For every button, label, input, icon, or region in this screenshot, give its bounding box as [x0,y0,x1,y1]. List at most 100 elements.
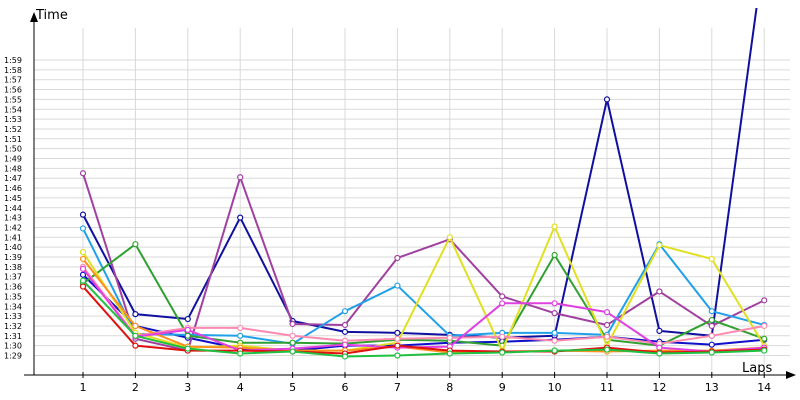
data-point [184,332,191,339]
data-point [656,350,663,357]
data-point [132,332,139,339]
y-tick-label: 1:42 [4,223,22,232]
data-point [761,335,768,342]
data-point [289,320,296,328]
y-tick-label: 1:51 [4,135,22,144]
series-line [82,285,765,355]
data-point [79,283,87,290]
y-tick-label: 1:39 [4,253,22,262]
y-tick-label: 1:32 [4,322,22,331]
series-group [79,8,768,360]
x-tick-label: 1 [80,381,87,394]
y-tick-label: 1:55 [4,95,22,104]
data-point [341,328,349,335]
data-point [446,234,453,241]
y-tick-label: 1:34 [4,302,22,311]
data-point [184,315,191,323]
data-point [551,251,558,259]
data-point [132,342,139,349]
data-point [79,271,87,278]
data-point [656,242,663,249]
series-line [82,227,765,345]
data-point [551,347,558,354]
y-tick-label: 1:47 [4,174,22,183]
data-point [237,332,244,339]
y-tick-label: 1:37 [4,273,22,282]
x-tick-label: 10 [548,381,562,394]
y-tick-label: 1:40 [4,243,22,252]
data-point [708,308,715,315]
data-point [132,241,139,248]
y-tick-label: 1:52 [4,125,22,134]
data-point [79,170,87,177]
data-point [603,309,611,316]
y-axis-title: Time [35,8,68,23]
data-point [79,265,87,272]
y-tick-label: 1:33 [4,312,22,321]
data-point [394,329,401,336]
y-tick-label: 1:36 [4,283,22,292]
data-point [708,332,715,339]
y-tick-label: 1:38 [4,263,22,272]
data-point [603,96,611,103]
data-point [708,322,715,330]
y-tick-label: 1:31 [4,332,22,341]
data-point [289,348,296,355]
x-tick-label: 12 [652,381,666,394]
x-tick-label: 7 [394,381,401,394]
data-point [289,332,296,339]
data-point [551,300,558,307]
data-point [656,327,663,334]
y-tick-label: 1:44 [4,204,22,213]
data-point [551,337,558,344]
data-point [761,322,768,330]
x-tick-label: 3 [184,381,191,394]
data-point [708,255,715,263]
grid [34,28,790,375]
data-point [237,350,244,357]
series-line [82,243,765,347]
axes [24,12,796,379]
data-point [79,225,87,232]
data-point [446,350,453,357]
data-point [551,310,558,317]
data-point [499,349,506,356]
y-tick-label: 1:58 [4,66,22,75]
series-line [82,279,765,358]
y-tick-label: 1:29 [4,352,22,361]
data-point [237,214,244,221]
data-point [603,346,611,353]
data-point [499,300,506,307]
data-point [394,282,401,289]
data-point [341,321,349,329]
data-point [708,341,715,348]
data-point [394,342,401,349]
y-tick-label: 1:54 [4,105,22,114]
y-tick-label: 1:53 [4,115,22,124]
y-tick-label: 1:30 [4,342,22,351]
data-point [79,277,87,284]
tick-labels: 1:291:301:311:321:331:341:351:361:371:38… [4,56,771,394]
data-point [446,334,453,341]
data-point [79,248,87,256]
y-tick-label: 1:57 [4,76,22,85]
y-tick-label: 1:46 [4,184,22,193]
data-point [761,347,768,354]
x-tick-label: 2 [132,381,139,394]
series-3 [79,170,768,354]
y-tick-label: 1:49 [4,155,22,164]
data-point [708,349,715,356]
data-point [132,322,139,330]
data-point [761,297,768,304]
data-point [184,326,191,333]
y-tick-label: 1:50 [4,145,22,154]
data-point [394,352,401,359]
x-axis-arrow [786,371,796,379]
data-point [79,255,87,263]
data-point [341,341,349,348]
y-axis-arrow [30,12,38,22]
data-point [656,288,663,295]
x-tick-label: 4 [237,381,244,394]
data-point [603,333,611,340]
